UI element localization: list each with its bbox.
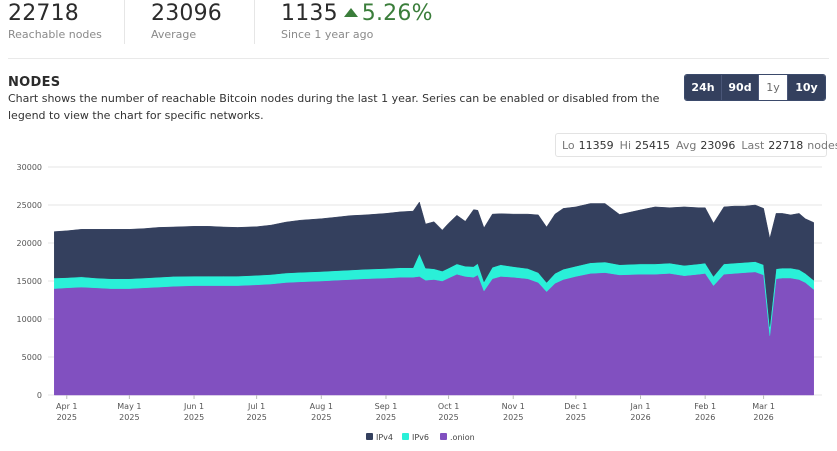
series-area-ipv4[interactable] <box>54 201 814 327</box>
y-tick-label: 5000 <box>22 353 42 362</box>
range-button-1y[interactable]: 1y <box>759 75 788 100</box>
x-tick-label: Dec 1 <box>564 402 587 411</box>
summary-hi-label: Hi <box>619 138 631 152</box>
x-tick-label: May 1 <box>117 402 141 411</box>
y-tick-label: 10000 <box>17 315 42 324</box>
nodes-area-chart: 0 5000 10000 15000 20000 25000 30000 Apr 1 2025… <box>17 163 822 442</box>
y-tick-label: 25000 <box>17 201 42 210</box>
x-tick-year: 2026 <box>630 413 650 422</box>
y-tick-label: 15000 <box>17 277 42 286</box>
summary-last-value: 22718 <box>768 138 804 152</box>
legend-label: IPv4 <box>376 433 393 442</box>
x-tick-year: 2025 <box>311 413 331 422</box>
summary-lo-label: Lo <box>562 138 575 152</box>
x-tick-label: Apr 1 <box>56 402 77 411</box>
section-description: Chart shows the number of reachable Bitc… <box>8 92 660 122</box>
x-tick-label: Feb 1 <box>694 402 716 411</box>
series-area-onion[interactable] <box>54 271 814 396</box>
x-tick-year: 2026 <box>695 413 715 422</box>
stat-change: 1135 5.26% Since 1 year ago <box>281 0 433 42</box>
x-tick-year: 2025 <box>503 413 523 422</box>
range-button-10y[interactable]: 10y <box>788 75 825 100</box>
x-tick-year: 2026 <box>753 413 773 422</box>
summary-hi-value: 25415 <box>635 138 670 152</box>
chart-legend: IPv4 IPv6 .onion <box>366 433 475 442</box>
legend-label: .onion <box>450 433 475 442</box>
stat-divider <box>124 0 125 44</box>
legend-item-ipv6[interactable]: IPv6 <box>402 433 429 442</box>
x-tick-label: Jul 1 <box>247 402 265 411</box>
legend-swatch <box>402 433 409 440</box>
x-tick-year: 2025 <box>57 413 77 422</box>
chart-areas <box>54 201 814 396</box>
x-tick-label: Jun 1 <box>183 402 204 411</box>
summary-last-label: Last <box>741 138 765 152</box>
x-tick-label: Aug 1 <box>310 402 333 411</box>
range-selector: 24h 90d 1y 10y <box>684 74 826 101</box>
x-tick-year: 2025 <box>184 413 204 422</box>
y-tick-label: 0 <box>37 391 42 400</box>
divider <box>8 58 829 59</box>
x-tick-label: Nov 1 <box>502 402 525 411</box>
x-tick-label: Oct 1 <box>438 402 459 411</box>
stat-divider <box>254 0 255 44</box>
summary-unit: nodes <box>807 138 837 152</box>
range-button-90d[interactable]: 90d <box>722 75 759 100</box>
y-axis: 0 5000 10000 15000 20000 25000 30000 <box>17 163 42 400</box>
summary-avg-value: 23096 <box>700 138 736 152</box>
stat-average: 23096 Average <box>151 0 222 42</box>
x-tick-label: Jan 1 <box>630 402 651 411</box>
range-button-24h[interactable]: 24h <box>685 75 722 100</box>
stat-change-label: Since 1 year ago <box>281 28 374 41</box>
legend-swatch <box>440 433 447 440</box>
stat-change-percent: 5.26% <box>361 1 433 26</box>
legend-swatch <box>366 433 373 440</box>
x-tick-year: 2025 <box>119 413 139 422</box>
legend-label: IPv6 <box>412 433 429 442</box>
stat-average-label: Average <box>151 28 197 41</box>
x-tick-label: Mar 1 <box>752 402 775 411</box>
x-tick-year: 2025 <box>246 413 266 422</box>
stats-bar: 22718 Reachable nodes 23096 Average 1135… <box>0 0 837 48</box>
y-tick-label: 20000 <box>17 239 42 248</box>
stat-reachable-value: 22718 <box>8 1 79 26</box>
arrow-up-icon <box>343 8 358 17</box>
stat-reachable-label: Reachable nodes <box>8 28 102 41</box>
section-title: NODES <box>8 75 61 90</box>
stat-average-value: 23096 <box>151 1 222 26</box>
x-tick-year: 2025 <box>438 413 458 422</box>
stat-reachable: 22718 Reachable nodes <box>8 0 102 42</box>
stat-change-value: 1135 <box>281 1 338 26</box>
legend-item-onion[interactable]: .onion <box>440 433 475 442</box>
legend-item-ipv4[interactable]: IPv4 <box>366 433 393 442</box>
x-axis: Apr 1 2025 May 1 2025 Jun 1 2025 Jul 1 2025 Aug … <box>56 395 775 422</box>
summary-lo-value: 11359 <box>578 138 614 152</box>
x-tick-label: Sep 1 <box>375 402 398 411</box>
x-tick-year: 2025 <box>376 413 396 422</box>
y-tick-label: 30000 <box>17 163 42 172</box>
x-tick-year: 2025 <box>566 413 586 422</box>
summary-avg-label: Avg <box>676 138 697 152</box>
